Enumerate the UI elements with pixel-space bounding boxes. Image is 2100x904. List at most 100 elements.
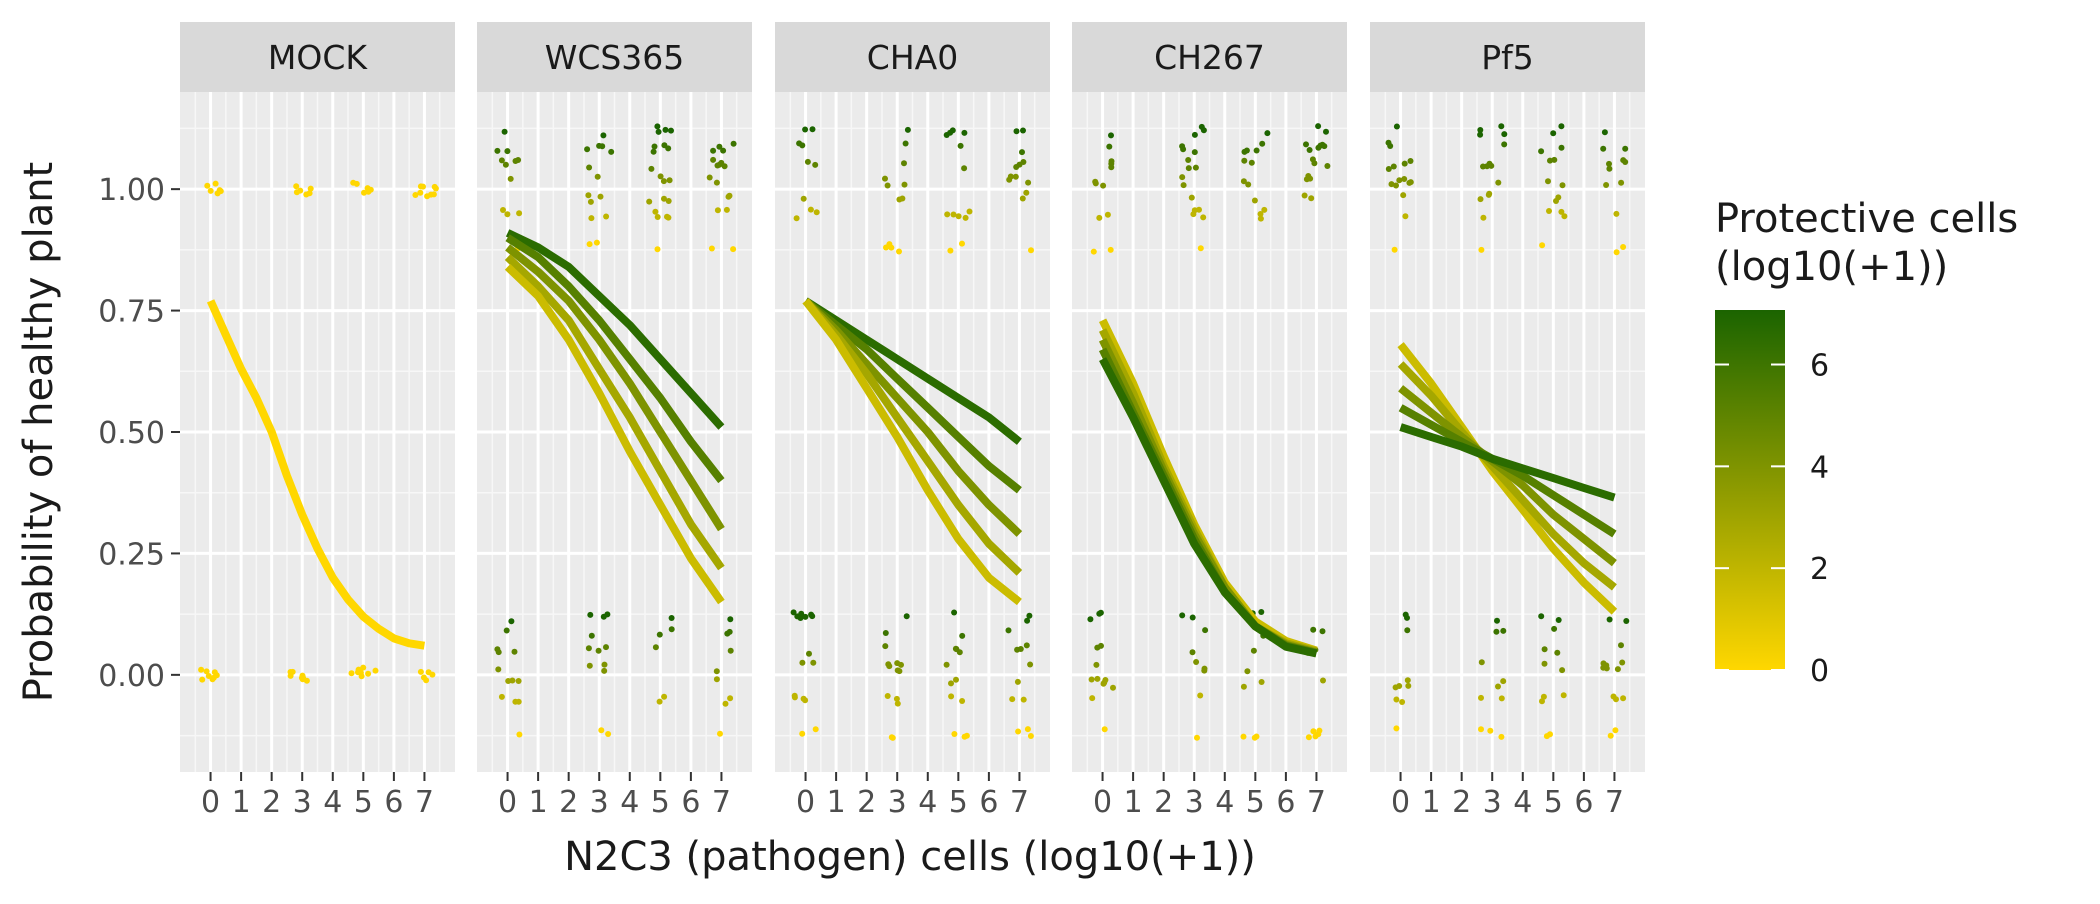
x-tick-label: 3 bbox=[293, 785, 312, 820]
data-point bbox=[1189, 614, 1196, 621]
panel-strip-label: CHA0 bbox=[867, 38, 958, 77]
data-point bbox=[1245, 181, 1252, 188]
data-point bbox=[1094, 644, 1101, 651]
data-point bbox=[1387, 143, 1394, 149]
data-point bbox=[1259, 140, 1266, 147]
data-point bbox=[1545, 178, 1551, 185]
panel-ch267: CH267 bbox=[1072, 22, 1347, 772]
y-tick-label: 0.75 bbox=[98, 295, 165, 330]
data-point bbox=[654, 246, 661, 253]
data-point bbox=[1023, 642, 1030, 649]
fitted-curve bbox=[505, 234, 725, 484]
data-point bbox=[904, 126, 911, 133]
data-point bbox=[1264, 130, 1271, 137]
x-tick-label: 3 bbox=[888, 785, 907, 820]
data-point bbox=[1179, 612, 1186, 619]
data-point bbox=[654, 214, 661, 220]
data-point bbox=[726, 192, 733, 199]
x-tick-label: 1 bbox=[1422, 785, 1441, 820]
data-point bbox=[720, 147, 727, 154]
fitted-curve bbox=[1397, 361, 1617, 591]
data-point bbox=[1407, 158, 1414, 164]
panel-mock: MOCK bbox=[180, 22, 455, 772]
data-point bbox=[595, 647, 602, 654]
data-point bbox=[509, 677, 516, 684]
x-tick-label: 3 bbox=[1483, 785, 1502, 820]
data-point bbox=[508, 618, 515, 625]
panel-strip bbox=[1072, 22, 1347, 92]
data-point bbox=[882, 175, 888, 182]
data-point bbox=[503, 627, 510, 634]
x-tick-label: 6 bbox=[681, 785, 700, 820]
panel-strip-label: Pf5 bbox=[1481, 38, 1534, 77]
data-point bbox=[198, 666, 205, 673]
data-point bbox=[1027, 661, 1034, 668]
panel-wcs365: WCS365 bbox=[477, 22, 752, 772]
data-point bbox=[1541, 646, 1548, 653]
data-point bbox=[947, 129, 954, 136]
x-tick-label: 5 bbox=[651, 785, 670, 820]
data-point bbox=[963, 732, 970, 739]
legend-tick-label: 6 bbox=[1810, 349, 1829, 384]
data-point bbox=[893, 695, 900, 702]
data-point bbox=[652, 208, 659, 215]
data-point bbox=[896, 248, 902, 255]
x-tick-label: 2 bbox=[559, 785, 578, 820]
data-point bbox=[355, 666, 362, 673]
data-point bbox=[307, 185, 314, 192]
data-point bbox=[1606, 160, 1612, 167]
data-point bbox=[1404, 677, 1411, 684]
fitted-curve bbox=[803, 297, 1022, 494]
x-tick-label: 7 bbox=[1605, 785, 1624, 820]
data-point bbox=[1405, 682, 1412, 689]
data-point bbox=[586, 241, 593, 248]
data-point bbox=[1487, 727, 1494, 734]
data-point bbox=[790, 609, 797, 616]
data-point bbox=[1319, 628, 1326, 635]
data-point bbox=[1020, 127, 1026, 134]
y-tick-label: 0.00 bbox=[98, 659, 165, 694]
data-point bbox=[656, 698, 663, 705]
data-point bbox=[1251, 197, 1258, 204]
data-point bbox=[213, 672, 220, 679]
x-tick-label: 6 bbox=[384, 785, 403, 820]
data-point bbox=[721, 163, 728, 170]
data-point bbox=[951, 731, 958, 737]
data-point bbox=[802, 126, 809, 133]
fitted-curve bbox=[505, 229, 725, 430]
data-point bbox=[1500, 678, 1507, 685]
data-point bbox=[1243, 147, 1250, 154]
data-point bbox=[1104, 211, 1111, 218]
data-point bbox=[948, 680, 954, 687]
x-tick-label: 4 bbox=[1513, 785, 1532, 820]
data-point bbox=[656, 631, 663, 638]
data-point bbox=[1539, 698, 1545, 705]
data-point bbox=[1087, 616, 1094, 623]
data-point bbox=[1192, 164, 1199, 171]
data-point bbox=[710, 147, 717, 154]
y-tick-label: 0.25 bbox=[98, 537, 165, 572]
data-point bbox=[1100, 182, 1107, 189]
data-point bbox=[655, 128, 662, 135]
data-point bbox=[1558, 123, 1565, 130]
data-point bbox=[810, 659, 817, 666]
data-point bbox=[1550, 130, 1557, 137]
panel-strip-label: MOCK bbox=[268, 38, 368, 77]
x-tick-label: 7 bbox=[415, 785, 434, 820]
data-point bbox=[1320, 677, 1326, 684]
data-point bbox=[600, 132, 607, 139]
data-point bbox=[1023, 189, 1030, 196]
data-point bbox=[668, 127, 674, 134]
data-point bbox=[1399, 699, 1406, 705]
data-point bbox=[885, 661, 892, 668]
data-point bbox=[199, 676, 206, 683]
data-point bbox=[515, 698, 522, 705]
data-point bbox=[1020, 696, 1027, 703]
data-point bbox=[604, 611, 611, 618]
data-point bbox=[299, 676, 306, 683]
x-tick-label: 2 bbox=[857, 785, 876, 820]
data-point bbox=[1244, 668, 1251, 675]
data-point bbox=[666, 177, 673, 184]
data-point bbox=[512, 158, 519, 164]
data-point bbox=[306, 190, 313, 197]
